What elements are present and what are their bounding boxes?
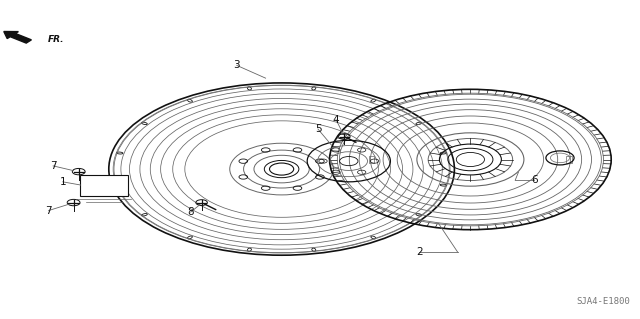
Text: FR.: FR.: [48, 35, 65, 44]
Text: SJA4-E1800: SJA4-E1800: [577, 297, 630, 306]
Bar: [566, 156, 572, 163]
Text: 1: 1: [60, 177, 66, 187]
Text: 5: 5: [315, 124, 321, 134]
Text: 4: 4: [333, 115, 339, 125]
Text: 7: 7: [50, 161, 56, 171]
FancyArrow shape: [4, 32, 31, 43]
Text: 3: 3: [234, 60, 240, 70]
Bar: [80, 175, 128, 196]
Bar: [369, 156, 374, 163]
Text: 8: 8: [188, 207, 194, 217]
Text: 2: 2: [416, 247, 422, 257]
Text: 7: 7: [45, 205, 52, 216]
Text: 6: 6: [531, 175, 538, 185]
